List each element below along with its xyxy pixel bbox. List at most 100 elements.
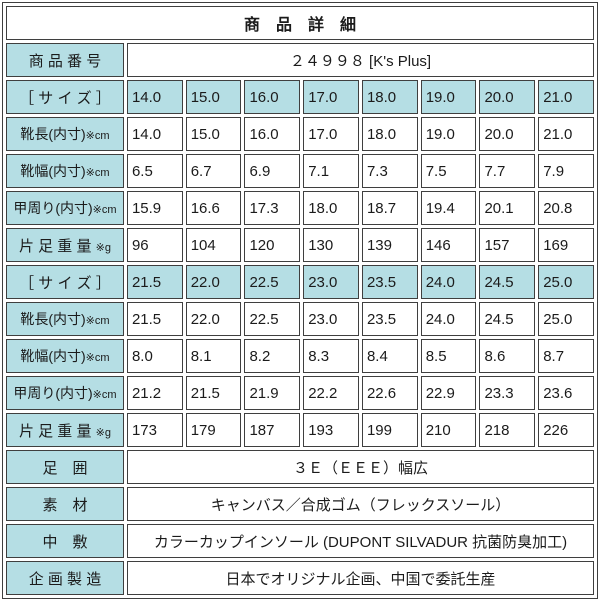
row-label-unit: ※g [95, 426, 111, 439]
row-label-text: 片 足 重 量 [18, 237, 96, 255]
page-title: 商 品 詳 細 [5, 6, 595, 40]
row-label-unit: ※cm [85, 315, 110, 327]
row-label-unit: ※cm [92, 389, 117, 401]
row-label: 片 足 重 量 ※g [5, 413, 124, 447]
info-value: ３Ｅ（ＥＥＥ）幅広 [126, 450, 595, 484]
row-label-text: 靴幅(内寸) [20, 163, 86, 179]
info-label: 素 材 [5, 487, 124, 521]
row-label-text: 片 足 重 量 [18, 422, 96, 440]
product-number-row: 商 品 番 号 ２４９９８ [K's Plus] [5, 43, 595, 77]
size-cell: 23.5 [361, 265, 418, 299]
value-cell: 21.2 [126, 376, 183, 410]
size-cell: 17.0 [303, 80, 359, 114]
value-cell: 130 [303, 228, 359, 262]
size-header-row-1: ［ サ イ ズ ］ 14.0 15.0 16.0 17.0 18.0 19.0 … [5, 80, 595, 114]
value-cell: 19.0 [420, 117, 477, 151]
value-cell: 8.3 [303, 339, 359, 373]
foot-girth-row: 足 囲 ３Ｅ（ＥＥＥ）幅広 [5, 450, 595, 484]
value-cell: 104 [185, 228, 242, 262]
value-cell: 23.3 [479, 376, 536, 410]
value-cell: 6.9 [244, 154, 301, 188]
value-cell: 23.6 [538, 376, 595, 410]
value-cell: 15.9 [126, 191, 183, 225]
row-label: 靴幅(内寸)※cm [5, 154, 124, 188]
value-cell: 22.2 [303, 376, 359, 410]
value-cell: 17.3 [244, 191, 301, 225]
value-cell: 8.6 [479, 339, 536, 373]
title-row: 商 品 詳 細 [5, 6, 595, 40]
size-cell: 14.0 [126, 80, 183, 114]
value-cell: 23.0 [303, 302, 359, 336]
size-cell: 18.0 [361, 80, 418, 114]
manufacturing-row: 企 画 製 造 日本でオリジナル企画、中国で委託生産 [5, 561, 595, 595]
row-label-text: 靴幅(内寸) [20, 348, 86, 364]
value-cell: 120 [244, 228, 301, 262]
row-label: 靴長(内寸)※cm [5, 302, 124, 336]
value-cell: 22.6 [361, 376, 418, 410]
value-cell: 8.4 [361, 339, 418, 373]
value-cell: 14.0 [126, 117, 183, 151]
size-cell: 21.0 [538, 80, 595, 114]
value-cell: 173 [126, 413, 183, 447]
value-cell: 96 [126, 228, 183, 262]
size-cell: 24.0 [420, 265, 477, 299]
product-number-label: 商 品 番 号 [5, 43, 124, 77]
row-label: 甲周り(内寸)※cm [5, 191, 124, 225]
value-cell: 18.0 [361, 117, 418, 151]
size-cell: 16.0 [244, 80, 301, 114]
info-value: キャンバス／合成ゴム（フレックスソール） [126, 487, 595, 521]
value-cell: 19.4 [420, 191, 477, 225]
insole-row: 中 敷 カラーカップインソール (DUPONT SILVADUR 抗菌防臭加工) [5, 524, 595, 558]
value-cell: 25.0 [538, 302, 595, 336]
value-cell: 187 [244, 413, 301, 447]
instep-girth-row-2: 甲周り(内寸)※cm 21.2 21.5 21.9 22.2 22.6 22.9… [5, 376, 595, 410]
value-cell: 8.5 [420, 339, 477, 373]
value-cell: 16.0 [244, 117, 301, 151]
material-row: 素 材 キャンバス／合成ゴム（フレックスソール） [5, 487, 595, 521]
value-cell: 8.2 [244, 339, 301, 373]
value-cell: 7.3 [361, 154, 418, 188]
value-cell: 157 [479, 228, 536, 262]
size-cell: 22.0 [185, 265, 242, 299]
size-cell: 15.0 [185, 80, 242, 114]
weight-row-1: 片 足 重 量 ※g 96 104 120 130 139 146 157 16… [5, 228, 595, 262]
value-cell: 7.5 [420, 154, 477, 188]
shoe-width-row-2: 靴幅(内寸)※cm 8.0 8.1 8.2 8.3 8.4 8.5 8.6 8.… [5, 339, 595, 373]
value-cell: 20.8 [538, 191, 595, 225]
value-cell: 18.7 [361, 191, 418, 225]
value-cell: 22.9 [420, 376, 477, 410]
info-value: 日本でオリジナル企画、中国で委託生産 [126, 561, 595, 595]
value-cell: 8.0 [126, 339, 183, 373]
value-cell: 6.5 [126, 154, 183, 188]
row-label: 靴幅(内寸)※cm [5, 339, 124, 373]
size-cell: 21.5 [126, 265, 183, 299]
shoe-length-row-1: 靴長(内寸)※cm 14.0 15.0 16.0 17.0 18.0 19.0 … [5, 117, 595, 151]
shoe-width-row-1: 靴幅(内寸)※cm 6.5 6.7 6.9 7.1 7.3 7.5 7.7 7.… [5, 154, 595, 188]
row-label-unit: ※cm [85, 130, 110, 142]
value-cell: 21.0 [538, 117, 595, 151]
value-cell: 21.5 [126, 302, 183, 336]
size-cell: 24.5 [479, 265, 536, 299]
value-cell: 17.0 [303, 117, 359, 151]
value-cell: 22.5 [244, 302, 301, 336]
row-label-unit: ※cm [92, 204, 117, 216]
row-label-unit: ※cm [85, 167, 110, 179]
row-label-text: 甲周り(内寸) [13, 200, 93, 216]
value-cell: 7.1 [303, 154, 359, 188]
instep-girth-row-1: 甲周り(内寸)※cm 15.9 16.6 17.3 18.0 18.7 19.4… [5, 191, 595, 225]
value-cell: 210 [420, 413, 477, 447]
size-cell: 25.0 [538, 265, 595, 299]
row-label-unit: ※cm [85, 352, 110, 364]
size-header-row-2: ［ サ イ ズ ］ 21.5 22.0 22.5 23.0 23.5 24.0 … [5, 265, 595, 299]
value-cell: 18.0 [303, 191, 359, 225]
value-cell: 139 [361, 228, 418, 262]
value-cell: 218 [479, 413, 536, 447]
shoe-length-row-2: 靴長(内寸)※cm 21.5 22.0 22.5 23.0 23.5 24.0 … [5, 302, 595, 336]
value-cell: 7.7 [479, 154, 536, 188]
row-label: 甲周り(内寸)※cm [5, 376, 124, 410]
value-cell: 20.0 [479, 117, 536, 151]
value-cell: 23.5 [361, 302, 418, 336]
weight-row-2: 片 足 重 量 ※g 173 179 187 193 199 210 218 2… [5, 413, 595, 447]
value-cell: 8.7 [538, 339, 595, 373]
